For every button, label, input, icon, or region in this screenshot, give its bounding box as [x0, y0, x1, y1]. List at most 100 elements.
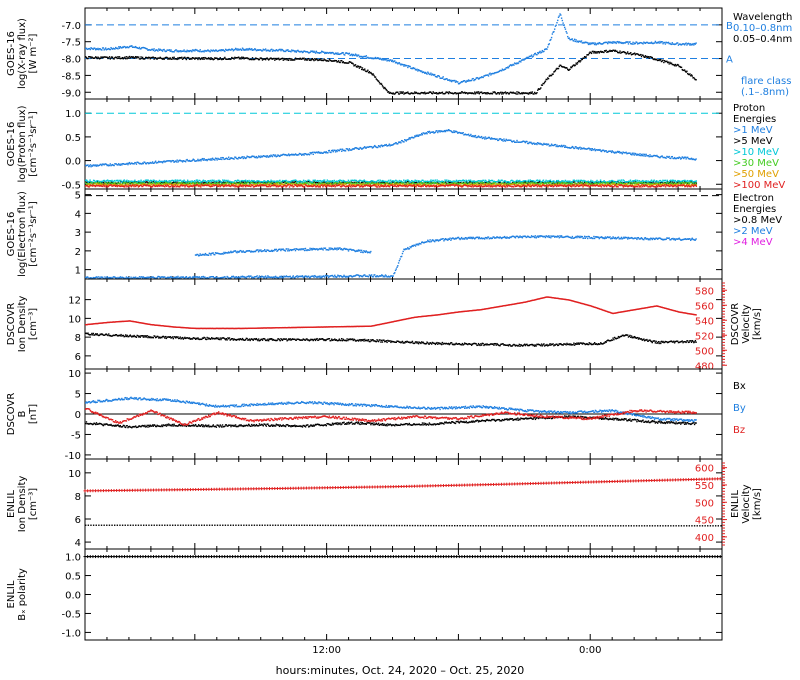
data-point: [244, 48, 246, 51]
data-point: [348, 181, 350, 184]
data-point: [557, 67, 560, 70]
data-point: [198, 57, 200, 59]
data-point: [134, 161, 136, 164]
data-point: [412, 137, 414, 139]
data-point: [146, 183, 148, 185]
data-point: [524, 92, 527, 94]
data-point: [640, 154, 642, 157]
data-point: [352, 180, 355, 182]
data-point: [486, 74, 488, 76]
data-point: [129, 45, 131, 47]
data-point: [288, 154, 291, 157]
data-point: [461, 180, 463, 182]
data-point: [212, 180, 214, 182]
data-point: [248, 183, 250, 186]
data-point: [563, 181, 566, 183]
data-point: [338, 53, 341, 56]
data-point: [533, 182, 535, 184]
data-point: [666, 61, 669, 64]
data-point: [301, 58, 303, 60]
data-point: [418, 92, 421, 95]
data-point: [378, 183, 380, 186]
data-point: [457, 132, 459, 134]
data-point: [141, 182, 143, 184]
data-point: [305, 182, 307, 185]
data-point: [208, 57, 210, 59]
data-point: [443, 130, 445, 133]
y-tick-label: -0.5: [61, 180, 81, 191]
data-point: [587, 181, 589, 183]
data-point: [580, 40, 583, 42]
data-point: [694, 181, 697, 183]
data-point: [164, 56, 167, 59]
data-point: [521, 180, 524, 183]
data-point: [587, 183, 589, 186]
data-point: [360, 180, 363, 182]
data-point: [417, 135, 420, 137]
data-point: [324, 52, 326, 55]
data-point: [343, 184, 345, 186]
data-point: [136, 182, 139, 185]
data-point: [613, 182, 615, 184]
data-point: [247, 57, 249, 60]
data-point: [288, 57, 291, 60]
data-point: [686, 156, 688, 159]
data-point: [596, 183, 598, 185]
data-point: [244, 182, 246, 184]
data-point: [461, 81, 464, 83]
data-point: [156, 180, 158, 183]
data-point: [374, 76, 376, 78]
data-point: [648, 180, 650, 183]
data-point: [659, 59, 661, 62]
data-point: [674, 183, 676, 185]
data-point: [350, 182, 352, 184]
data-point: [113, 182, 115, 185]
data-point: [357, 54, 359, 56]
data-point: [649, 183, 651, 185]
data-point: [379, 57, 381, 60]
data-point: [617, 51, 619, 54]
data-point: [381, 145, 384, 148]
data-point: [177, 50, 179, 52]
data-point: [243, 180, 245, 182]
data-point: [314, 179, 316, 181]
data-point: [98, 164, 101, 166]
data-point: [533, 181, 536, 184]
data-point: [405, 182, 408, 185]
data-point: [470, 133, 472, 136]
data-point: [678, 43, 680, 45]
data-point: [458, 82, 461, 85]
data-point: [214, 182, 216, 184]
data-point: [354, 179, 357, 182]
data-point: [283, 180, 285, 182]
data-point: [651, 42, 654, 45]
data-point: [436, 179, 438, 181]
data-point: [615, 183, 618, 186]
data-point: [337, 181, 339, 183]
data-point: [594, 42, 597, 44]
data-point: [651, 56, 654, 59]
data-point: [185, 181, 187, 183]
data-point: [499, 92, 501, 94]
data-point: [89, 181, 91, 183]
data-point: [640, 42, 643, 44]
data-point: [181, 58, 184, 60]
data-point: [569, 181, 572, 183]
data-point: [437, 75, 439, 77]
data-point: [87, 164, 89, 166]
data-point: [154, 50, 156, 52]
data-point: [400, 180, 402, 183]
data-point: [448, 180, 451, 182]
data-point: [663, 156, 666, 159]
data-point: [112, 164, 115, 167]
data-point: [285, 182, 287, 185]
data-point: [149, 183, 151, 186]
data-point: [138, 47, 140, 50]
data-point: [417, 180, 420, 182]
data-point: [263, 182, 265, 184]
data-point: [361, 185, 364, 187]
data-point: [501, 179, 503, 181]
data-point: [415, 69, 417, 71]
data-point: [239, 48, 241, 50]
data-point: [535, 142, 537, 145]
